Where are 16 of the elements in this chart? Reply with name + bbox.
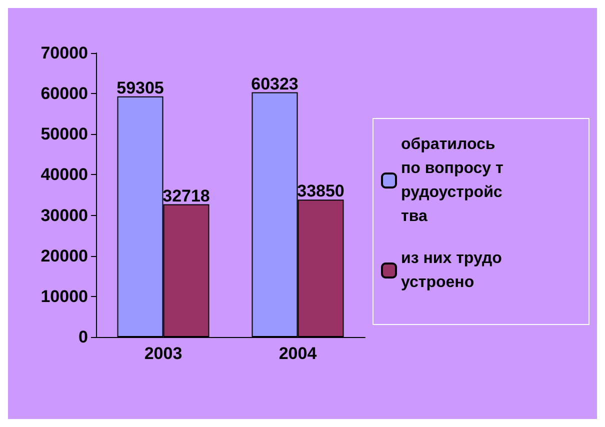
- y-tick-label: 30000: [40, 206, 88, 225]
- y-tick-label: 50000: [40, 124, 88, 144]
- data-label: 59305: [116, 78, 164, 98]
- legend-label: обратилось по вопросу трудоустройства: [401, 136, 504, 225]
- x-tick-label: 2004: [278, 344, 318, 363]
- data-label: 33850: [297, 182, 344, 201]
- x-tick-label: 2003: [144, 344, 182, 363]
- y-tick-label: 60000: [40, 84, 88, 104]
- data-label: 60323: [251, 74, 298, 94]
- y-tick-label: 0: [78, 328, 88, 346]
- y-tick-label: 10000: [40, 286, 88, 306]
- legend-label: из них трудоустроено: [401, 250, 502, 291]
- data-label: 32718: [162, 186, 210, 206]
- y-tick-label: 20000: [40, 246, 88, 266]
- y-tick-label: 70000: [40, 44, 88, 62]
- y-tick-label: 40000: [40, 165, 88, 184]
